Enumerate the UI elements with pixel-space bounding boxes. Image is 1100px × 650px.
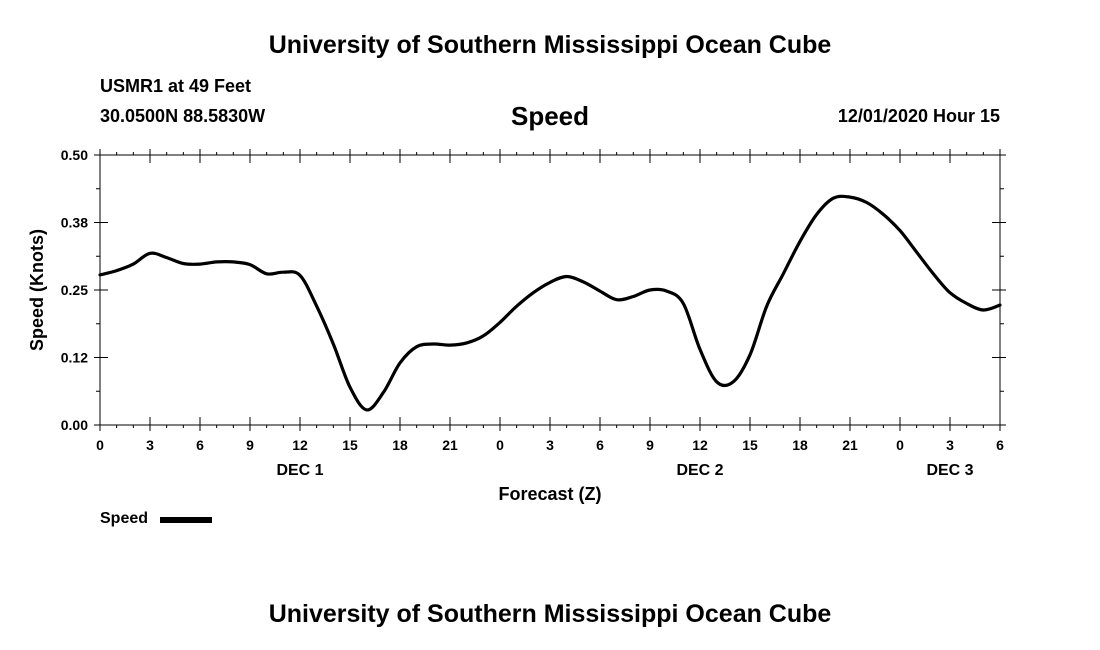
date-label: DEC 2	[676, 462, 723, 479]
x-tick-label: 21	[842, 437, 858, 453]
x-tick-label: 9	[246, 437, 254, 453]
y-tick-label: 0.38	[61, 215, 88, 231]
x-tick-label: 18	[792, 437, 808, 453]
x-tick-label: 12	[292, 437, 308, 453]
org-title-top: University of Southern Mississippi Ocean…	[268, 31, 832, 59]
legend-swatch	[160, 517, 212, 523]
date-label: DEC 1	[276, 462, 323, 479]
x-tick-label: 18	[392, 437, 408, 453]
speed-series-line	[98, 194, 1002, 412]
y-tick-label: 0.12	[61, 350, 88, 366]
axis-labels: 0.00 0.12 0.25 0.38 0.50 0 3 6 9 12 15 18 21 0 3 6 9 12 15…	[61, 147, 1004, 479]
org-title-bottom: University of Southern Mississippi Ocean…	[268, 600, 832, 628]
x-tick-label: 21	[442, 437, 458, 453]
x-tick-label: 3	[146, 437, 154, 453]
y-tick-label: 0.50	[61, 147, 88, 163]
x-tick-label: 0	[896, 437, 904, 453]
x-tick-label: 6	[596, 437, 604, 453]
chart-title: Speed	[510, 101, 590, 131]
axis-ticks	[94, 149, 1006, 431]
x-tick-label: 6	[996, 437, 1004, 453]
x-tick-label: 6	[196, 437, 204, 453]
x-tick-label: 0	[496, 437, 504, 453]
x-tick-label: 15	[342, 437, 358, 453]
x-tick-label: 3	[946, 437, 954, 453]
x-tick-label: 0	[96, 437, 104, 453]
y-tick-label: 0.00	[61, 417, 88, 433]
x-tick-label: 12	[692, 437, 708, 453]
y-tick-label: 0.25	[61, 282, 88, 298]
y-axis-title: Speed (Knots)	[27, 229, 47, 351]
x-axis-title: Forecast (Z)	[498, 484, 601, 504]
date-label: DEC 3	[926, 462, 973, 479]
x-tick-label: 9	[646, 437, 654, 453]
station-coordinates: 30.0500N 88.5830W	[100, 106, 266, 126]
issued-timestamp: 12/01/2020 Hour 15	[837, 106, 1000, 126]
station-label: USMR1 at 49 Feet	[100, 76, 252, 96]
x-tick-label: 15	[742, 437, 758, 453]
legend-label: Speed	[100, 510, 149, 527]
x-tick-label: 3	[546, 437, 554, 453]
plot-frame	[99, 154, 1001, 426]
